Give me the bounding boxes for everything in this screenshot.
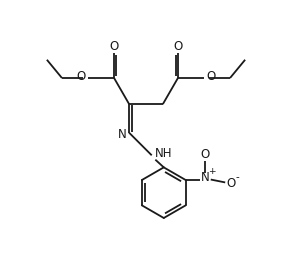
Text: N: N <box>201 171 210 184</box>
Text: N: N <box>118 128 127 141</box>
Text: O: O <box>201 148 210 161</box>
Text: O: O <box>226 177 236 190</box>
Text: O: O <box>110 40 119 53</box>
Text: O: O <box>173 40 182 53</box>
Text: O: O <box>76 70 86 83</box>
Text: O: O <box>206 70 216 83</box>
Text: -: - <box>235 172 239 182</box>
Text: NH: NH <box>154 147 172 160</box>
Text: +: + <box>208 167 216 176</box>
